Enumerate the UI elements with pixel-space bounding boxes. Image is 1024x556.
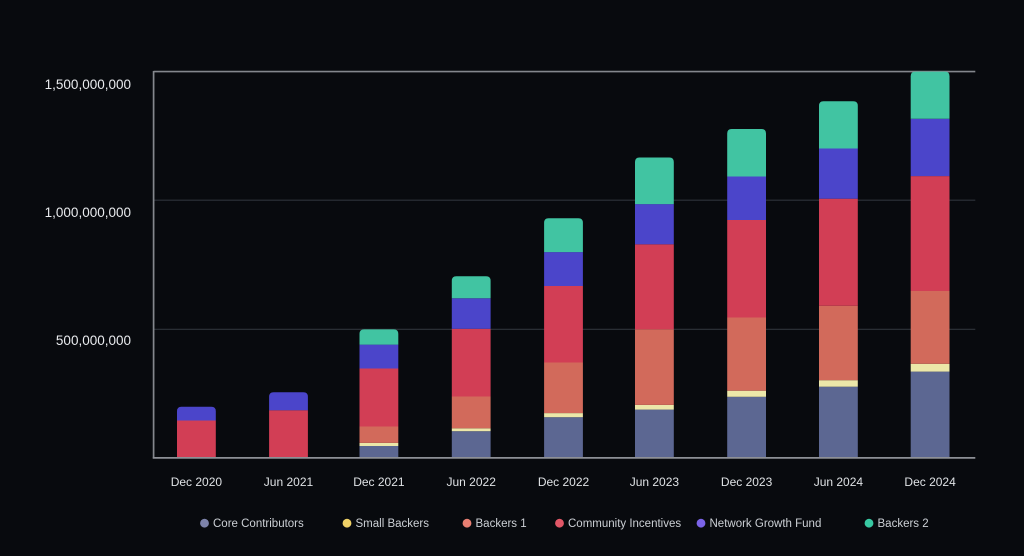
svg-text:Small Backers: Small Backers — [356, 518, 430, 530]
svg-text:Dec 2024: Dec 2024 — [904, 475, 956, 489]
svg-text:500,000,000: 500,000,000 — [56, 333, 131, 348]
svg-text:Dec 2022: Dec 2022 — [538, 475, 590, 489]
svg-text:Community Incentives: Community Incentives — [568, 518, 681, 530]
svg-text:Jun 2023: Jun 2023 — [630, 475, 680, 489]
svg-text:Jun 2022: Jun 2022 — [447, 475, 497, 489]
svg-text:1,500,000,000: 1,500,000,000 — [45, 77, 131, 92]
svg-text:Backers 2: Backers 2 — [878, 518, 929, 530]
svg-text:Jun 2024: Jun 2024 — [814, 475, 864, 489]
svg-text:Backers 1: Backers 1 — [476, 518, 527, 530]
svg-text:Jun 2021: Jun 2021 — [264, 475, 314, 489]
svg-text:Network Growth Fund: Network Growth Fund — [710, 518, 822, 530]
svg-text:Core Contributors: Core Contributors — [213, 518, 304, 530]
svg-text:1,000,000,000: 1,000,000,000 — [45, 205, 131, 220]
svg-text:Dec 2020: Dec 2020 — [171, 475, 223, 489]
svg-text:Dec 2023: Dec 2023 — [721, 475, 773, 489]
svg-text:Dec 2021: Dec 2021 — [353, 475, 405, 489]
